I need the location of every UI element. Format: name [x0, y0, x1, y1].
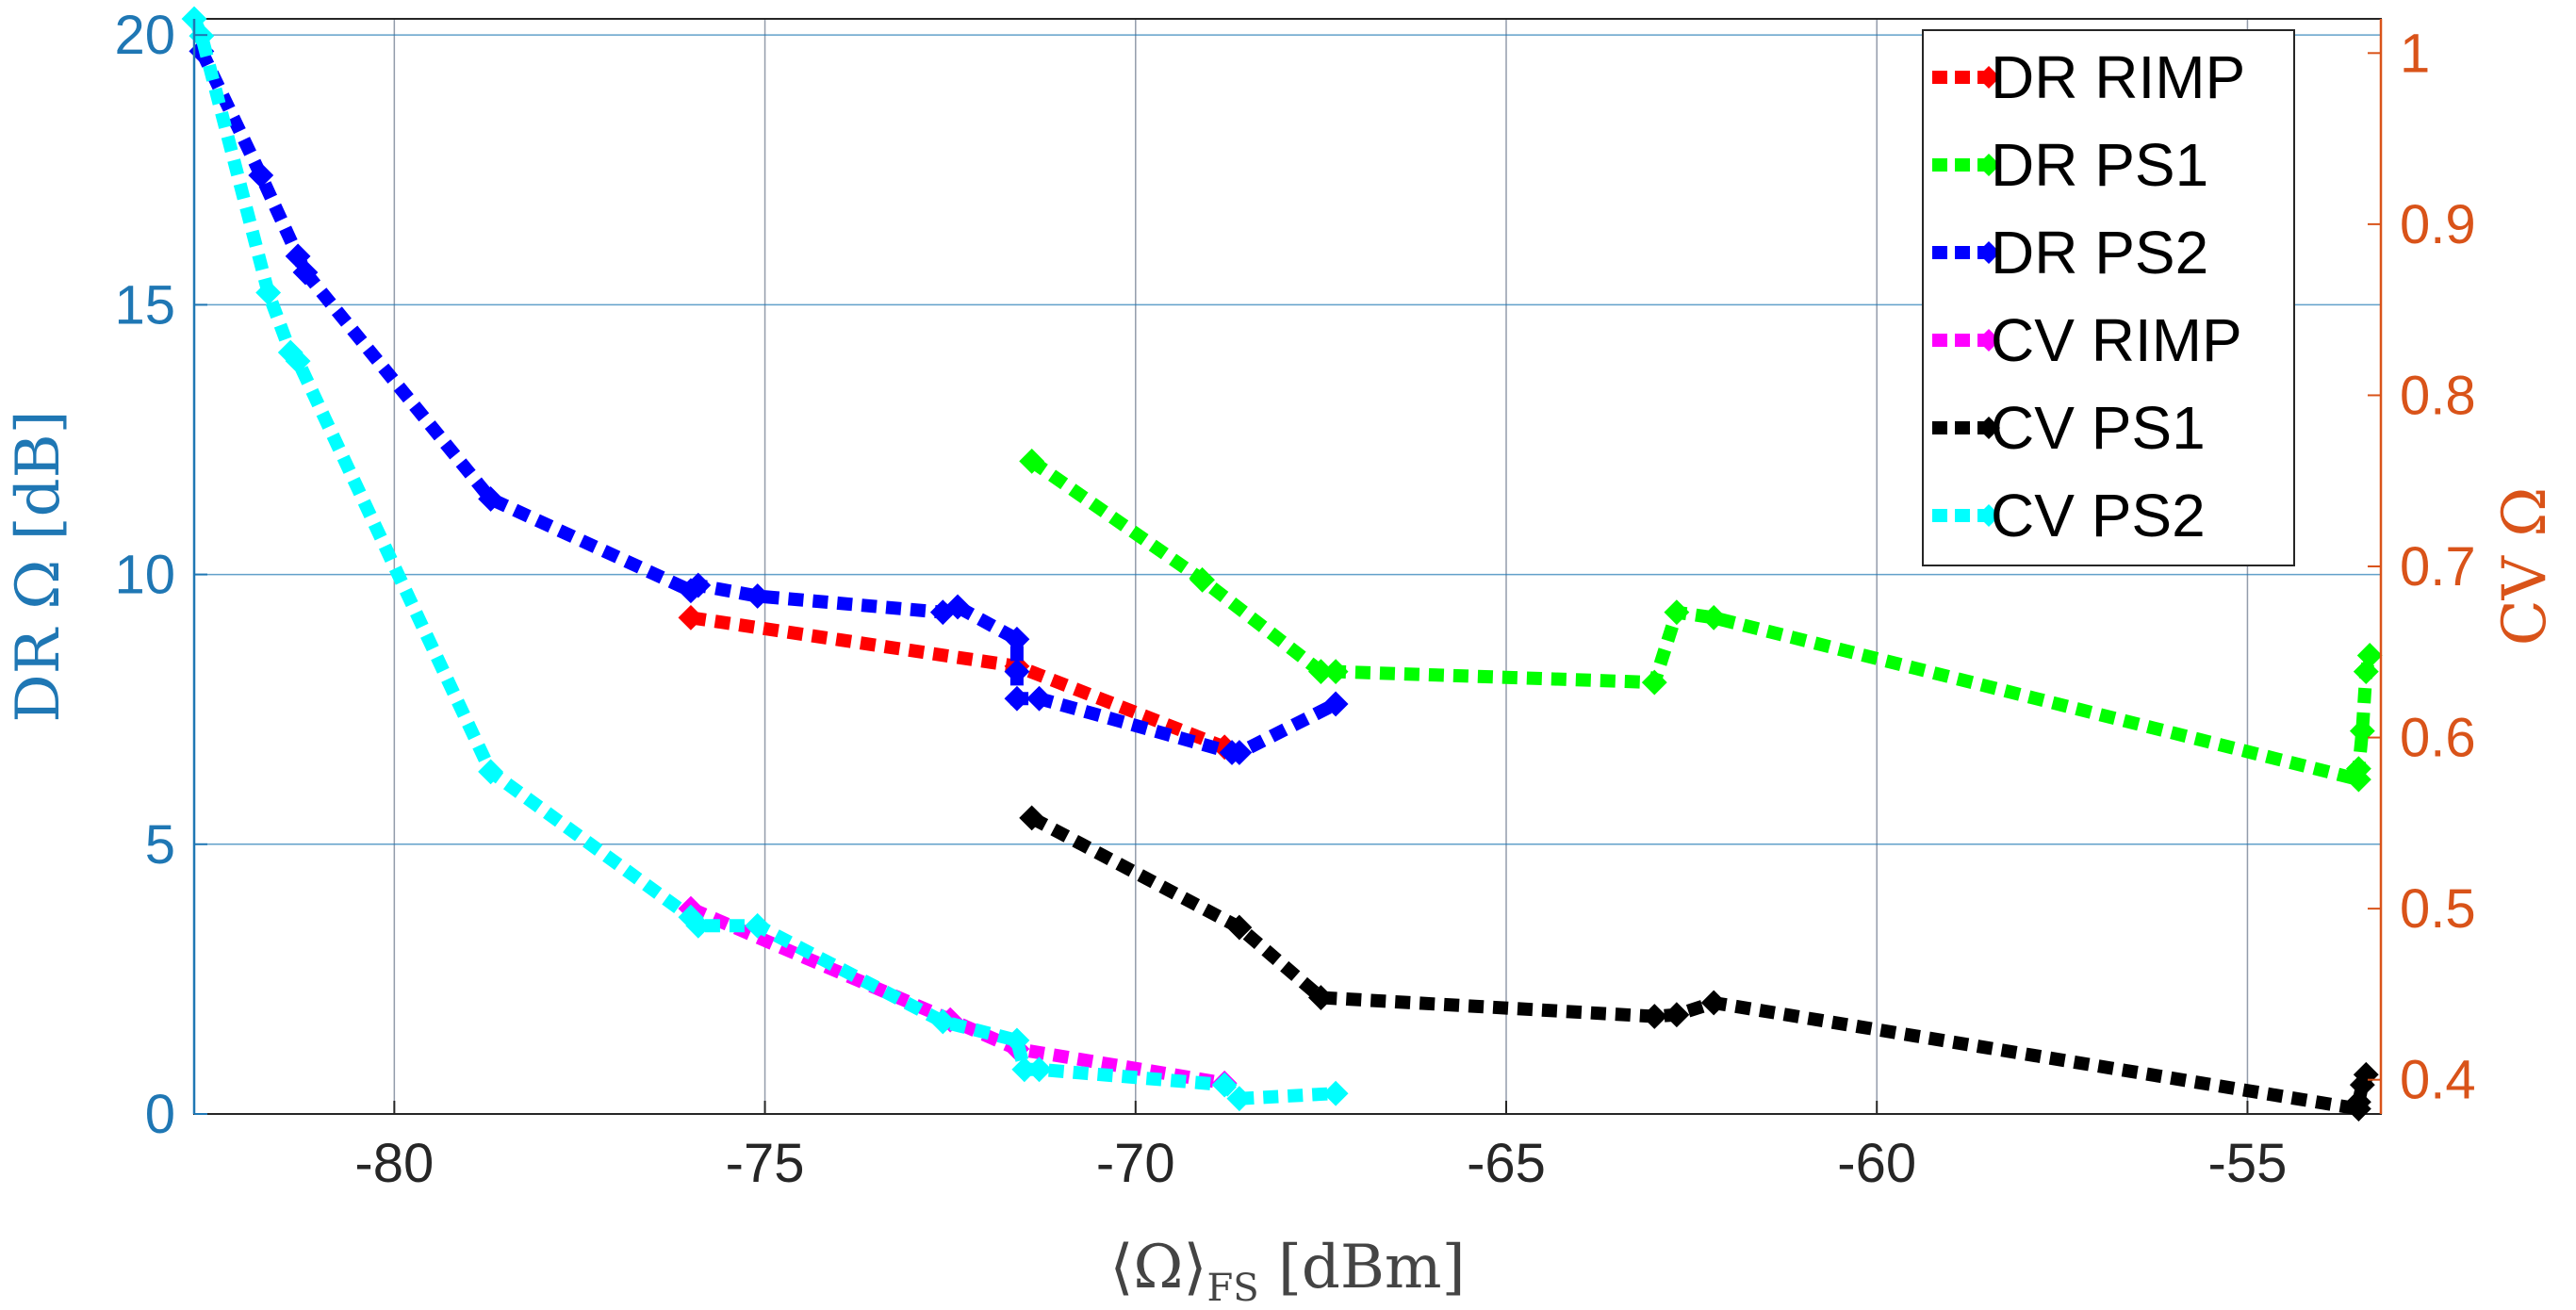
- data-point: [1026, 685, 1052, 712]
- legend-marker: [1977, 329, 2000, 352]
- y-right-tick-label: 0.6: [2400, 708, 2476, 769]
- x-tick-label: -65: [1467, 1133, 1546, 1194]
- x-tick-label: -55: [2208, 1133, 2288, 1194]
- y-right-tick-label: 1: [2400, 23, 2430, 84]
- legend-label: DR RIMP: [1991, 43, 2245, 111]
- legend-marker: [1977, 66, 2000, 89]
- data-point: [685, 912, 712, 939]
- data-point: [1226, 1086, 1253, 1112]
- data-point: [1226, 914, 1253, 941]
- y-left-tick-label: 0: [145, 1084, 175, 1145]
- data-point: [1664, 1002, 1690, 1028]
- data-point: [1641, 1004, 1667, 1029]
- data-point: [1322, 691, 1349, 717]
- data-point: [2349, 718, 2375, 745]
- legend-label: CV PS2: [1991, 482, 2206, 549]
- y-right-tick-label: 0.4: [2400, 1050, 2476, 1111]
- data-point: [1700, 990, 1727, 1016]
- series-dr-ps2: [189, 38, 1349, 765]
- legend-entry: CV PS1: [1932, 394, 2206, 462]
- x-axis-title-subscript: FS: [1206, 1267, 1258, 1310]
- series-line: [1028, 811, 2372, 1117]
- legend-entry: CV RIMP: [1932, 306, 2242, 374]
- data-point: [2356, 643, 2383, 668]
- data-point: [1664, 599, 1690, 626]
- legend-marker: [1977, 241, 2000, 264]
- y-axis-right-title: CV Ω: [2490, 487, 2560, 647]
- axes-layer: -80 -75 -70 -65 -60 -55 0 5 10 15 20 0.4 0.5 0.6 0.7 0.…: [114, 5, 2475, 1194]
- series-dr-ps1: [1019, 448, 2383, 793]
- data-point: [285, 348, 311, 374]
- x-axis-title: ⟨Ω⟩FS [dBm]: [1109, 1233, 1465, 1310]
- x-tick-label: -80: [354, 1133, 434, 1194]
- data-point: [1211, 1072, 1238, 1098]
- y-left-tick-label: 10: [114, 545, 175, 606]
- data-point: [1190, 566, 1215, 593]
- data-point: [1004, 626, 1030, 652]
- data-point: [1004, 1027, 1030, 1054]
- data-point: [478, 486, 503, 512]
- data-point: [255, 280, 282, 305]
- data-point: [292, 259, 319, 286]
- legend-entry: DR PS2: [1932, 219, 2208, 287]
- data-point: [1700, 604, 1727, 630]
- y-right-tick-label: 0.7: [2400, 536, 2476, 598]
- data-point: [1004, 685, 1030, 712]
- data-point: [1019, 805, 1045, 831]
- y-left-tick-label: 5: [145, 814, 175, 876]
- data-point: [1641, 669, 1667, 696]
- legend-box: [1922, 29, 2295, 566]
- y-axis-left-title: DR Ω [dB]: [4, 410, 74, 722]
- legend-entry: DR RIMP: [1932, 43, 2245, 111]
- data-point: [745, 583, 771, 609]
- data-point: [929, 1008, 956, 1035]
- data-point: [1307, 985, 1334, 1010]
- series-cv-ps1: [1019, 805, 2379, 1122]
- x-tick-label: -75: [726, 1133, 805, 1194]
- data-point: [1004, 659, 1030, 685]
- y-left-tick-label: 20: [114, 5, 175, 66]
- data-point: [944, 594, 971, 620]
- data-point: [1226, 740, 1253, 765]
- y-right-tick-label: 0.9: [2400, 194, 2476, 255]
- data-point: [1322, 659, 1349, 685]
- x-tick-label: -70: [1096, 1133, 1175, 1194]
- data-point: [685, 572, 712, 598]
- data-point: [678, 604, 704, 630]
- legend-entry: DR PS1: [1932, 131, 2208, 199]
- y-right-tick-label: 0.8: [2400, 365, 2476, 426]
- x-tick-label: -60: [1837, 1133, 1916, 1194]
- legend-label: DR PS1: [1991, 131, 2208, 199]
- series-line: [688, 902, 1226, 1090]
- data-point: [1322, 1080, 1349, 1106]
- legend-entry: CV PS2: [1932, 482, 2206, 549]
- series-dr-rimp: [678, 604, 1238, 761]
- legend-marker: [1977, 154, 2000, 176]
- series-line: [195, 48, 1339, 760]
- x-axis-title-unit: [dBm]: [1259, 1233, 1466, 1302]
- series-line: [188, 16, 1337, 1105]
- data-point: [478, 759, 503, 785]
- data-point: [248, 162, 274, 188]
- legend-label: DR PS2: [1991, 219, 2208, 287]
- legend-marker: [1977, 417, 2000, 439]
- data-point: [1026, 1056, 1052, 1083]
- legend-label: CV PS1: [1991, 394, 2206, 462]
- legend-marker: [1977, 504, 2000, 527]
- y-right-tick-label: 0.5: [2400, 878, 2476, 940]
- legend: DR RIMP DR PS1 DR PS2 CV RIMP CV PS1 CV PS2: [1922, 29, 2295, 566]
- data-point: [745, 912, 771, 939]
- y-left-tick-label: 15: [114, 274, 175, 336]
- data-point: [1019, 448, 1045, 474]
- x-axis-title-main: ⟨Ω⟩: [1109, 1233, 1206, 1302]
- data-point: [2345, 1089, 2371, 1115]
- data-point: [2345, 756, 2371, 782]
- legend-label: CV RIMP: [1991, 306, 2242, 374]
